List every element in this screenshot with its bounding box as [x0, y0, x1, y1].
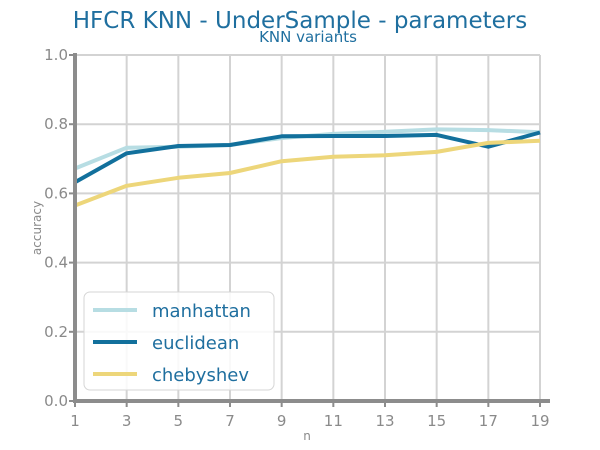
chart-title: HFCR KNN - UnderSample - parameters — [73, 8, 527, 34]
x-tick-label: 17 — [479, 412, 498, 430]
x-axis-label: n — [303, 429, 311, 443]
chart-subtitle: KNN variants — [259, 28, 357, 46]
x-tick-label: 9 — [277, 412, 287, 430]
x-tick-label: 5 — [174, 412, 184, 430]
legend-items: manhattan euclidean chebyshev — [93, 301, 251, 386]
y-tick-label: 0.2 — [44, 323, 68, 341]
y-tick-label: 0.8 — [44, 115, 68, 133]
x-tick-label: 13 — [375, 412, 394, 430]
y-tick-label: 0.0 — [44, 392, 68, 410]
legend-label-euclidean: euclidean — [152, 333, 239, 354]
x-tick-label: 7 — [225, 412, 235, 430]
series-line-euclidean — [74, 130, 541, 185]
y-tick-label: 0.4 — [44, 254, 68, 272]
x-tick-label: 11 — [324, 412, 343, 430]
y-axis-label: accuracy — [30, 201, 44, 255]
series-lines — [74, 127, 541, 208]
legend-label-manhattan: manhattan — [152, 301, 251, 322]
x-tick-label: 3 — [122, 412, 132, 430]
y-tick-label: 1.0 — [44, 46, 68, 64]
x-tick-label: 19 — [530, 412, 549, 430]
legend: manhattan euclidean chebyshev — [83, 291, 275, 391]
series-line-chebyshev — [74, 138, 541, 208]
legend-label-chebyshev: chebyshev — [152, 365, 249, 386]
x-tick-labels: 1 3 5 7 9 11 13 15 17 19 — [70, 412, 549, 430]
y-tick-labels: 0.0 0.2 0.4 0.6 0.8 1.0 — [44, 46, 68, 410]
y-tick-label: 0.6 — [44, 184, 68, 202]
x-tick-label: 1 — [70, 412, 80, 430]
axes — [69, 53, 550, 407]
legend-box — [83, 291, 275, 391]
x-tick-label: 15 — [427, 412, 446, 430]
